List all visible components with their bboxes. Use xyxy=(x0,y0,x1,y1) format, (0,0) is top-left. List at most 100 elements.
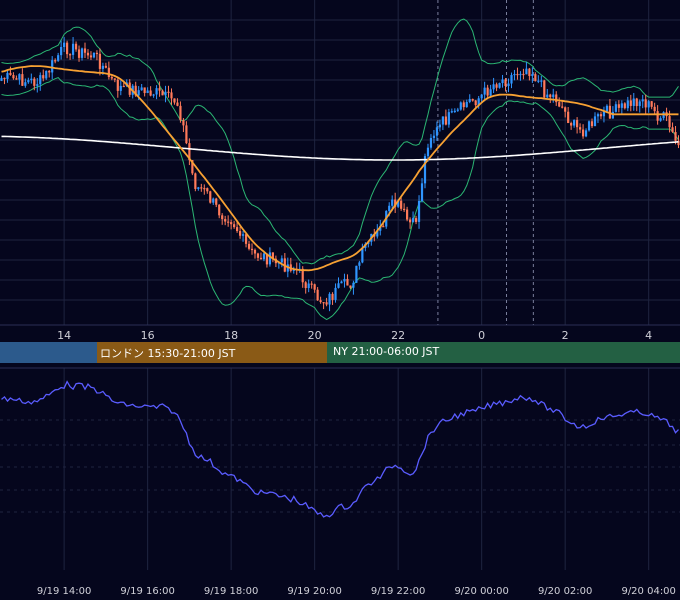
candle-body xyxy=(593,116,597,127)
candle-body xyxy=(510,75,513,84)
candle-body xyxy=(599,114,603,117)
candle-body xyxy=(382,226,385,228)
candle-body xyxy=(6,72,9,79)
candle-body xyxy=(432,135,436,139)
price-x-tick-label: 22 xyxy=(391,329,405,342)
candle-body xyxy=(310,283,313,285)
candle-body xyxy=(209,191,212,203)
candle-body xyxy=(170,92,173,99)
osc-x-tick-label: 9/20 00:00 xyxy=(454,586,508,597)
candle-body xyxy=(328,293,331,305)
candle-body xyxy=(516,73,519,76)
candle-body xyxy=(429,138,433,148)
candle-body xyxy=(191,160,194,174)
candle-body xyxy=(57,55,60,61)
price-x-tick-label: 2 xyxy=(562,329,569,342)
candle-body xyxy=(322,302,325,304)
candle-body xyxy=(668,116,671,128)
candle-body xyxy=(80,48,84,58)
candle-body xyxy=(116,79,119,91)
candle-body xyxy=(51,60,54,73)
candle-body xyxy=(450,111,453,113)
candle-body xyxy=(122,85,125,88)
candle-body xyxy=(441,116,444,125)
osc-x-tick-label: 9/19 20:00 xyxy=(287,586,341,597)
candle-body xyxy=(605,105,609,112)
candle-body xyxy=(638,101,641,107)
candle-body xyxy=(495,84,498,88)
candle-body xyxy=(203,188,206,190)
candle-body xyxy=(629,100,632,106)
candle-body xyxy=(581,129,585,137)
osc-x-tick-label: 9/20 04:00 xyxy=(621,586,675,597)
candle-body xyxy=(573,120,576,126)
candle-body xyxy=(71,43,75,55)
candle-body xyxy=(531,74,534,77)
candle-body xyxy=(146,90,149,94)
candle-body xyxy=(54,60,57,62)
candle-body xyxy=(218,204,221,216)
ma-short-line xyxy=(1,65,679,272)
candle-body xyxy=(200,187,203,189)
candle-body xyxy=(391,199,394,206)
candle-body xyxy=(256,253,260,258)
candle-body xyxy=(358,262,361,266)
candle-body xyxy=(459,102,462,110)
candle-body xyxy=(253,249,257,254)
osc-x-tick-label: 9/19 18:00 xyxy=(204,586,258,597)
candle-body xyxy=(185,125,188,144)
candle-body xyxy=(271,252,274,259)
osc-x-tick-label: 9/19 14:00 xyxy=(37,586,91,597)
candle-body xyxy=(400,200,403,209)
candle-body xyxy=(438,124,442,128)
candle-body xyxy=(483,87,486,95)
session-bar-ny xyxy=(327,342,680,363)
session-label-london: ロンドン 15:30-21:00 JST xyxy=(100,347,236,360)
candle-body xyxy=(319,300,322,303)
candle-body xyxy=(349,285,352,288)
candle-body xyxy=(504,79,507,87)
candle-body xyxy=(576,120,579,128)
candle-body xyxy=(543,80,546,98)
session-label-ny: NY 21:00-06:00 JST xyxy=(333,345,440,358)
price-x-axis: 14 16 18 20 22 0 2 4 xyxy=(57,329,652,342)
candle-body xyxy=(340,281,343,284)
osc-x-tick-label: 9/19 16:00 xyxy=(120,586,174,597)
price-x-tick-label: 4 xyxy=(645,329,652,342)
candle-body xyxy=(614,104,617,112)
candle-body xyxy=(552,94,555,98)
candle-body xyxy=(262,253,266,260)
candle-body xyxy=(107,67,110,78)
candle-body xyxy=(224,219,227,222)
candle-body xyxy=(522,73,525,76)
candle-body xyxy=(77,49,81,58)
price-x-tick-label: 20 xyxy=(308,329,322,342)
candle-body xyxy=(48,70,51,73)
candle-body xyxy=(68,54,72,56)
candle-body xyxy=(447,112,450,125)
candle-body xyxy=(570,123,573,126)
candle-body xyxy=(149,90,152,96)
candle-body xyxy=(233,224,236,228)
candle-body xyxy=(152,94,155,96)
osc-x-tick-label: 9/20 02:00 xyxy=(538,586,592,597)
candle-body xyxy=(417,200,421,222)
candle-body xyxy=(241,234,245,236)
candle-body xyxy=(462,102,465,108)
candle-body xyxy=(352,282,355,288)
candle-body xyxy=(92,52,96,58)
candle-body xyxy=(635,98,638,107)
price-x-tick-label: 18 xyxy=(224,329,238,342)
candle-body xyxy=(167,91,170,93)
candle-body xyxy=(498,83,501,88)
bollinger-upper-line xyxy=(1,18,679,265)
candle-body xyxy=(331,293,334,300)
candle-body xyxy=(355,265,358,283)
candle-body xyxy=(101,65,104,69)
candle-body xyxy=(182,120,185,126)
candle-body xyxy=(155,88,158,95)
moving-averages xyxy=(1,65,679,272)
candle-body xyxy=(361,247,364,263)
candle-body xyxy=(501,79,504,84)
